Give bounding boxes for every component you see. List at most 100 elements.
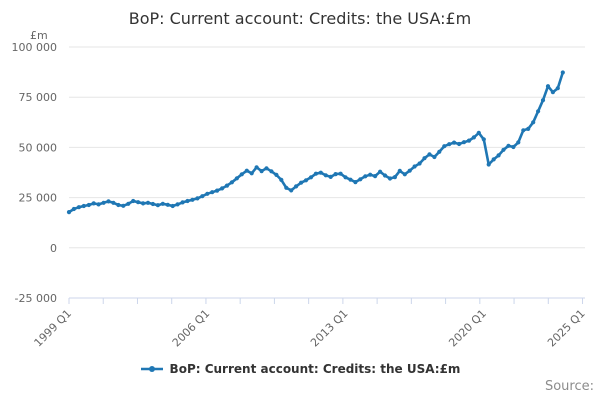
series-point[interactable]: [220, 186, 225, 191]
series-point[interactable]: [373, 174, 378, 179]
series-point[interactable]: [165, 202, 170, 207]
series-point[interactable]: [501, 147, 506, 152]
series-point[interactable]: [131, 198, 136, 204]
series-point[interactable]: [466, 138, 472, 143]
series-point[interactable]: [180, 200, 185, 205]
series-point[interactable]: [284, 185, 289, 190]
series-point[interactable]: [239, 172, 244, 177]
series-point[interactable]: [536, 109, 541, 114]
series-point[interactable]: [432, 154, 437, 160]
series-point[interactable]: [506, 143, 511, 148]
series-point[interactable]: [155, 203, 160, 208]
series-point[interactable]: [471, 135, 476, 140]
series-point[interactable]: [136, 200, 141, 205]
series-point[interactable]: [195, 196, 200, 201]
series-point[interactable]: [555, 86, 560, 91]
legend[interactable]: BoP: Current account: Credits: the USA:£…: [0, 362, 600, 376]
series-point[interactable]: [170, 203, 175, 209]
series-point[interactable]: [145, 200, 151, 205]
series-point[interactable]: [560, 70, 565, 75]
series-point[interactable]: [313, 171, 318, 176]
series-point[interactable]: [486, 162, 491, 167]
series-point[interactable]: [264, 166, 269, 171]
series-point[interactable]: [308, 175, 314, 180]
series-point[interactable]: [378, 169, 383, 174]
series-point[interactable]: [323, 173, 328, 178]
series-point[interactable]: [461, 140, 467, 145]
series-point[interactable]: [422, 156, 427, 161]
series-point[interactable]: [333, 172, 338, 177]
series-point[interactable]: [205, 191, 210, 196]
series-point[interactable]: [294, 184, 299, 189]
series-point[interactable]: [289, 188, 294, 193]
series-point[interactable]: [111, 200, 116, 205]
series-point[interactable]: [249, 171, 254, 176]
series-point[interactable]: [150, 201, 155, 207]
series-point[interactable]: [299, 180, 304, 185]
series-point[interactable]: [229, 180, 234, 185]
series-point[interactable]: [368, 172, 373, 177]
series-point[interactable]: [185, 198, 190, 204]
series-line[interactable]: [67, 71, 565, 214]
series-point[interactable]: [511, 144, 516, 150]
series-point[interactable]: [96, 202, 101, 207]
series-point[interactable]: [427, 152, 432, 157]
series-point[interactable]: [234, 176, 239, 181]
series-point[interactable]: [417, 161, 422, 166]
series-point[interactable]: [338, 171, 343, 176]
series-point[interactable]: [397, 168, 402, 173]
series-point[interactable]: [254, 165, 259, 170]
series-point[interactable]: [121, 203, 126, 208]
series-point[interactable]: [116, 202, 121, 208]
series-point[interactable]: [81, 203, 86, 209]
series-point[interactable]: [210, 190, 215, 195]
series-point[interactable]: [442, 144, 447, 149]
series-point[interactable]: [76, 205, 81, 210]
series-point[interactable]: [274, 172, 279, 177]
series-point[interactable]: [550, 90, 556, 95]
series-point[interactable]: [200, 194, 205, 199]
series-point[interactable]: [343, 175, 348, 180]
series-point[interactable]: [358, 177, 363, 182]
series-point[interactable]: [86, 202, 91, 208]
series-point[interactable]: [160, 201, 165, 206]
series-point[interactable]: [106, 199, 111, 204]
series-point[interactable]: [387, 176, 393, 181]
series-point[interactable]: [516, 140, 521, 145]
series-point[interactable]: [244, 168, 249, 173]
series-point[interactable]: [279, 177, 284, 182]
series-point[interactable]: [269, 169, 274, 174]
series-point[interactable]: [259, 169, 264, 174]
series-point[interactable]: [66, 210, 72, 215]
series-point[interactable]: [141, 201, 146, 206]
series-point[interactable]: [215, 188, 220, 193]
series-point[interactable]: [452, 140, 457, 145]
series-point[interactable]: [531, 120, 536, 125]
series-point[interactable]: [412, 164, 417, 169]
series-point[interactable]: [481, 137, 486, 142]
series-point[interactable]: [437, 149, 442, 154]
series-point[interactable]: [392, 175, 397, 180]
series-point[interactable]: [491, 157, 496, 162]
series-point[interactable]: [526, 126, 531, 131]
series-point[interactable]: [382, 173, 388, 178]
series-point[interactable]: [348, 177, 353, 182]
series-point[interactable]: [318, 170, 323, 175]
series-point[interactable]: [457, 141, 462, 147]
series-point[interactable]: [353, 180, 358, 185]
series-point[interactable]: [328, 174, 333, 179]
series-point[interactable]: [363, 174, 368, 179]
series-point[interactable]: [540, 98, 546, 103]
series-point[interactable]: [101, 200, 106, 205]
series-point[interactable]: [126, 201, 131, 206]
series-point[interactable]: [476, 130, 481, 135]
series-point[interactable]: [175, 202, 180, 207]
series-point[interactable]: [91, 201, 96, 206]
series-point[interactable]: [224, 183, 230, 188]
series-point[interactable]: [402, 172, 407, 177]
series-point[interactable]: [521, 128, 526, 133]
series-point[interactable]: [407, 168, 412, 173]
series-point[interactable]: [303, 178, 309, 183]
series-point[interactable]: [190, 197, 195, 202]
series-point[interactable]: [447, 142, 452, 147]
